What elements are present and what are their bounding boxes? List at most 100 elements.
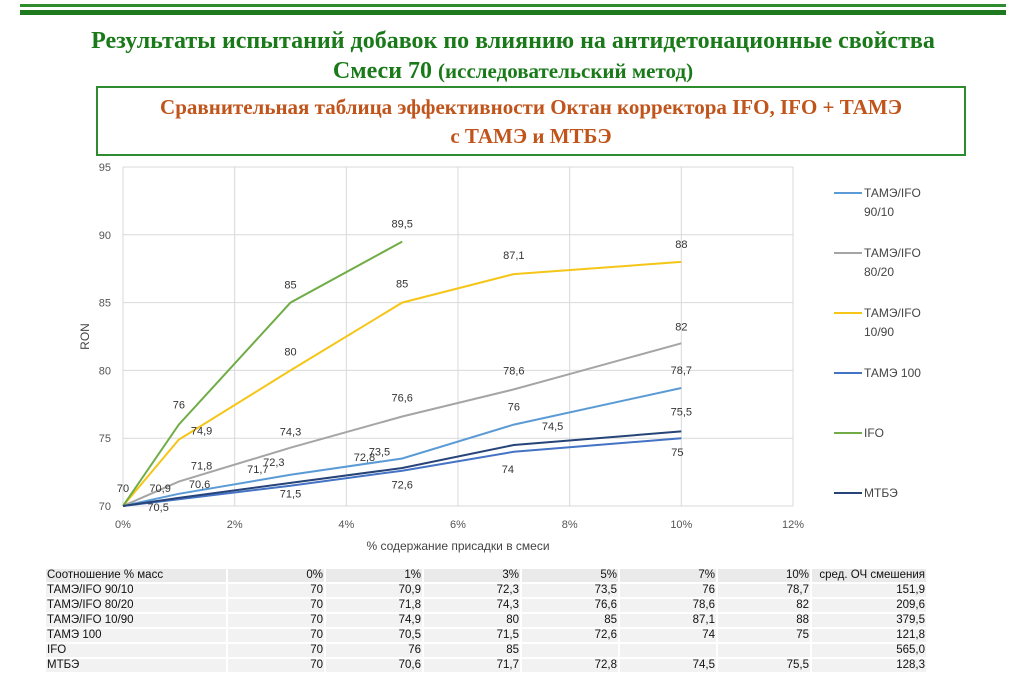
table-row: ТАМЭ 100 70 70,5 71,5 72,6 74 75 121,8 [46,629,926,642]
ron-line-chart: 70 75 80 85 90 95 0% 2% 4% 6% 8% 10% 12% % содержание… [78,162,804,553]
table-cell: 72,6 [522,629,618,642]
legend-item: ТАМЭ 100 [834,364,934,383]
subtitle-main: Смеси 70 [332,58,433,84]
table-cell: сред. ОЧ смешения [812,569,926,582]
data-label: 74,9 [191,426,212,438]
data-label: 75,5 [671,406,692,418]
legend-swatch [834,252,862,254]
table-cell: 76 [326,644,422,657]
table-cell: 5% [522,569,618,582]
legend-label: ТАМЭ/IFO 10/90 [864,306,921,339]
x-tick-label: 0% [115,519,131,531]
table-cell: 72,3 [424,584,520,597]
legend-label: ТАМЭ 100 [864,366,921,380]
table-cell: 72,8 [522,659,618,672]
table-cell: 78,6 [620,599,716,612]
y-tick-label: 95 [99,162,111,174]
table-cell: 7% [620,569,716,582]
table-cell: 565,0 [812,644,926,657]
page-title: Результаты испытаний добавок по влиянию … [91,28,935,54]
table-cell: 74,5 [620,659,716,672]
legend-swatch [834,372,862,374]
table-cell: ТАМЭ/IFO 10/90 [46,614,226,627]
data-label: 89,5 [391,219,412,231]
top-rule-thin [20,4,1006,7]
table-row: МТБЭ 70 70,6 71,7 72,8 74,5 75,5 128,3 [46,659,926,672]
data-label: 82 [675,321,687,333]
legend-item: МТБЭ [834,484,934,503]
legend-label: ТАМЭ/IFO 90/10 [864,186,921,219]
table-cell: 74,9 [326,614,422,627]
data-label: 70 [117,483,129,495]
table-row: ТАМЭ/IFO 10/90 70 74,9 80 85 87,1 88 379,5 [46,614,926,627]
data-label: 80 [284,346,296,358]
data-label: 85 [396,279,408,291]
data-label: 70,6 [189,479,210,491]
table-cell [718,644,810,657]
data-label: 71,8 [191,461,212,473]
data-label: 73,5 [369,447,390,459]
x-tick-label: 12% [782,519,804,531]
table-cell: 151,9 [812,584,926,597]
table-cell: ТАМЭ 100 [46,629,226,642]
table-cell: ТАМЭ/IFO 80/20 [46,599,226,612]
table-cell: 85 [522,614,618,627]
data-label: 72,8 [354,452,375,464]
table-cell: 71,7 [424,659,520,672]
series-line [122,430,682,507]
chart-grid [122,166,794,507]
table-cell: 74,3 [424,599,520,612]
subtitle-method: (исследовательский метод) [438,59,694,83]
table-cell: 70 [228,614,324,627]
data-label: 87,1 [503,250,524,262]
caption-line-1: Сравнительная таблица эффективности Окта… [160,95,902,119]
table-row: ТАМЭ/IFO 90/10 70 70,9 72,3 73,5 76 78,7 151,9 [46,584,926,597]
table-cell: 128,3 [812,659,926,672]
table-cell: 70 [228,644,324,657]
top-rule-thick [20,10,1006,15]
table-row: Соотношение % масс 0% 1% 3% 5% 7% 10% сред. ОЧ … [46,569,926,582]
y-tick-label: 85 [99,298,111,310]
table-cell: 70 [228,584,324,597]
y-tick-label: 75 [99,433,111,445]
x-tick-label: 8% [562,519,578,531]
table-cell: 379,5 [812,614,926,627]
table-cell: 88 [718,614,810,627]
data-label: 76,6 [391,393,412,405]
table-cell: 71,8 [326,599,422,612]
data-label: 85 [284,280,296,292]
x-tick-label: 6% [450,519,466,531]
data-label: 76 [173,400,185,412]
legend-swatch [834,312,862,314]
table-row: IFO 70 76 85 565,0 [46,644,926,657]
chart-data-labels: 70,9 72,3 73,5 76 78,7 71,8 74,3 76,6 78,6 82 74,9… [117,219,692,515]
table-cell: 10% [718,569,810,582]
table-cell: 87,1 [620,614,716,627]
series-line [122,342,682,507]
table-cell: 85 [424,644,520,657]
x-tick-label: 4% [338,519,354,531]
x-tick-label: 2% [227,519,243,531]
x-tick-label: 10% [670,519,692,531]
table-cell: 71,5 [424,629,520,642]
series-line [122,260,682,507]
table-cell: 70 [228,629,324,642]
legend-item: ТАМЭ/IFO 10/90 [834,304,934,342]
caption-line-2: с ТАМЭ и МТБЭ [450,124,612,148]
table-cell: 70 [228,599,324,612]
x-axis-label: % содержание присадки в смеси [366,539,549,553]
y-tick-label: 70 [99,501,111,513]
table-cell: 70 [228,659,324,672]
table-cell: 70,9 [326,584,422,597]
table-cell [620,644,716,657]
table-cell: 76 [620,584,716,597]
data-label: 70,9 [149,483,170,495]
table-cell: МТБЭ [46,659,226,672]
results-table: Соотношение % масс 0% 1% 3% 5% 7% 10% сред. ОЧ … [44,567,928,674]
data-label: 71,5 [280,489,301,501]
data-label: 88 [675,239,687,251]
table-cell: 70,6 [326,659,422,672]
y-axis-label: RON [78,323,92,350]
series-line [122,387,682,507]
table-cell: 1% [326,569,422,582]
